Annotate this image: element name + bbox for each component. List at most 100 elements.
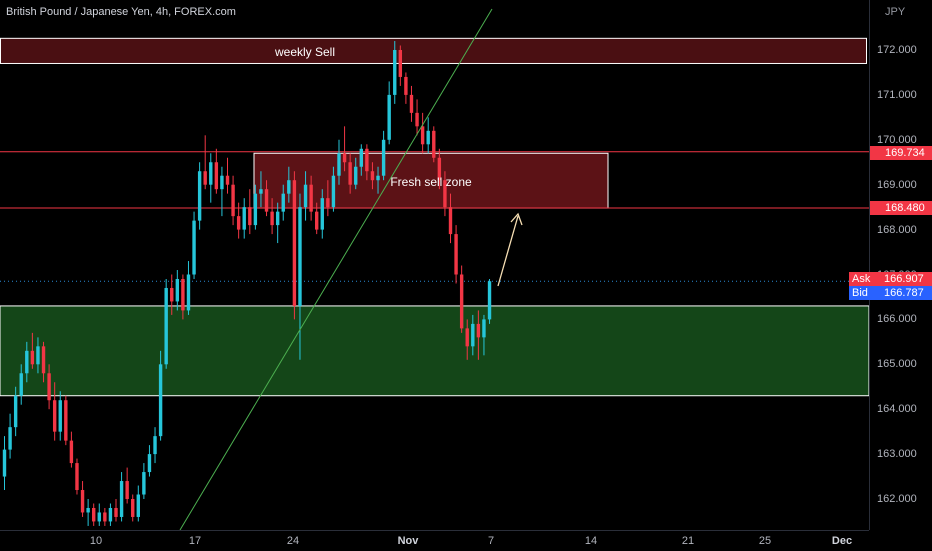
price-tick: 164.000 bbox=[877, 403, 917, 416]
candle bbox=[393, 41, 397, 104]
candle bbox=[437, 148, 442, 190]
candle bbox=[164, 278, 168, 369]
bid-label: Bid bbox=[852, 287, 868, 299]
candle bbox=[387, 81, 391, 145]
arrow-head-icon bbox=[510, 212, 523, 226]
candle bbox=[487, 278, 492, 324]
time-tick: Nov bbox=[397, 535, 419, 547]
candle bbox=[209, 153, 213, 203]
price-tick: 170.000 bbox=[877, 133, 917, 146]
candle bbox=[36, 337, 40, 374]
candle bbox=[8, 413, 12, 459]
candle bbox=[443, 171, 447, 217]
candle bbox=[19, 364, 23, 405]
bid-price-tag: 166.787 bbox=[877, 286, 932, 300]
candle bbox=[359, 144, 363, 176]
candle bbox=[376, 166, 380, 194]
resistance-low-tag: 168.480 bbox=[870, 201, 932, 215]
candle bbox=[192, 211, 196, 279]
candle bbox=[80, 481, 85, 517]
candle bbox=[186, 261, 191, 315]
resistance-low-value: 168.480 bbox=[885, 202, 925, 214]
candle bbox=[354, 157, 358, 190]
price-tick: 166.000 bbox=[877, 313, 917, 326]
candle bbox=[275, 202, 280, 244]
candle bbox=[147, 445, 152, 477]
candle bbox=[471, 314, 475, 356]
resistance-high-value: 169.734 bbox=[885, 147, 925, 159]
candle bbox=[13, 386, 18, 437]
time-axis[interactable] bbox=[0, 530, 869, 551]
candle bbox=[292, 171, 297, 320]
time-tick: 7 bbox=[487, 535, 495, 547]
price-tick: 169.000 bbox=[877, 178, 917, 191]
ask-label: Ask bbox=[852, 273, 871, 285]
candle bbox=[381, 130, 386, 181]
candle bbox=[41, 341, 46, 383]
candle bbox=[476, 310, 481, 360]
candle bbox=[30, 332, 35, 369]
fresh-sell-zone[interactable] bbox=[253, 152, 609, 209]
currency-label: JPY bbox=[885, 6, 906, 18]
candle bbox=[2, 436, 7, 491]
fresh-sell-label: Fresh sell zone bbox=[390, 175, 472, 189]
candle bbox=[420, 112, 425, 154]
candle bbox=[131, 494, 135, 522]
price-tick: 165.000 bbox=[877, 358, 917, 371]
time-tick: 21 bbox=[681, 535, 695, 547]
candle bbox=[426, 117, 430, 154]
candle bbox=[86, 499, 90, 526]
candle bbox=[465, 319, 469, 360]
weekly-sell-label: weekly Sell bbox=[274, 45, 336, 59]
time-tick: 25 bbox=[758, 535, 772, 547]
candle bbox=[264, 180, 269, 217]
price-tick: 172.000 bbox=[877, 44, 917, 56]
candle bbox=[69, 431, 74, 468]
candle bbox=[158, 350, 163, 441]
ask-label-tag: Ask bbox=[849, 272, 877, 286]
candle bbox=[365, 144, 369, 181]
candle bbox=[236, 202, 241, 239]
candle bbox=[326, 180, 330, 217]
price-tick: 168.000 bbox=[877, 223, 917, 236]
candle bbox=[398, 45, 403, 86]
candles-layer bbox=[2, 41, 492, 526]
candle bbox=[197, 162, 202, 230]
candle bbox=[75, 458, 79, 495]
time-tick: Dec bbox=[831, 535, 853, 547]
zones-layer bbox=[0, 37, 870, 397]
support-zone[interactable] bbox=[0, 305, 870, 397]
candle bbox=[64, 395, 68, 446]
drawings-layer bbox=[179, 8, 523, 531]
candle bbox=[298, 193, 302, 360]
price-tick: 162.000 bbox=[877, 493, 917, 505]
candle bbox=[242, 198, 246, 239]
candle bbox=[231, 175, 235, 226]
candle bbox=[114, 499, 118, 522]
ask-price-tag: 166.907 bbox=[877, 272, 932, 286]
candle bbox=[370, 162, 375, 190]
weekly-sell-zone[interactable] bbox=[0, 37, 867, 64]
candle bbox=[47, 364, 51, 410]
candle bbox=[136, 485, 140, 522]
candle bbox=[309, 175, 313, 221]
candle bbox=[108, 503, 113, 526]
candle bbox=[175, 270, 180, 311]
candle bbox=[25, 341, 29, 383]
price-tick: 171.000 bbox=[877, 88, 917, 101]
projection-arrow[interactable] bbox=[497, 215, 519, 287]
symbol-title: British Pound / Japanese Yen, 4h, FOREX.… bbox=[6, 6, 236, 18]
candle bbox=[415, 99, 419, 136]
time-tick: 10 bbox=[89, 535, 103, 547]
price-axis[interactable] bbox=[869, 0, 932, 530]
candle bbox=[153, 427, 157, 464]
candle bbox=[448, 193, 453, 244]
trendline[interactable] bbox=[179, 8, 493, 531]
time-tick: 24 bbox=[286, 535, 300, 547]
candle bbox=[482, 314, 486, 356]
resistance-high-tag: 169.734 bbox=[870, 146, 932, 160]
candle bbox=[142, 463, 146, 499]
candle bbox=[270, 198, 274, 235]
candle bbox=[92, 503, 96, 526]
